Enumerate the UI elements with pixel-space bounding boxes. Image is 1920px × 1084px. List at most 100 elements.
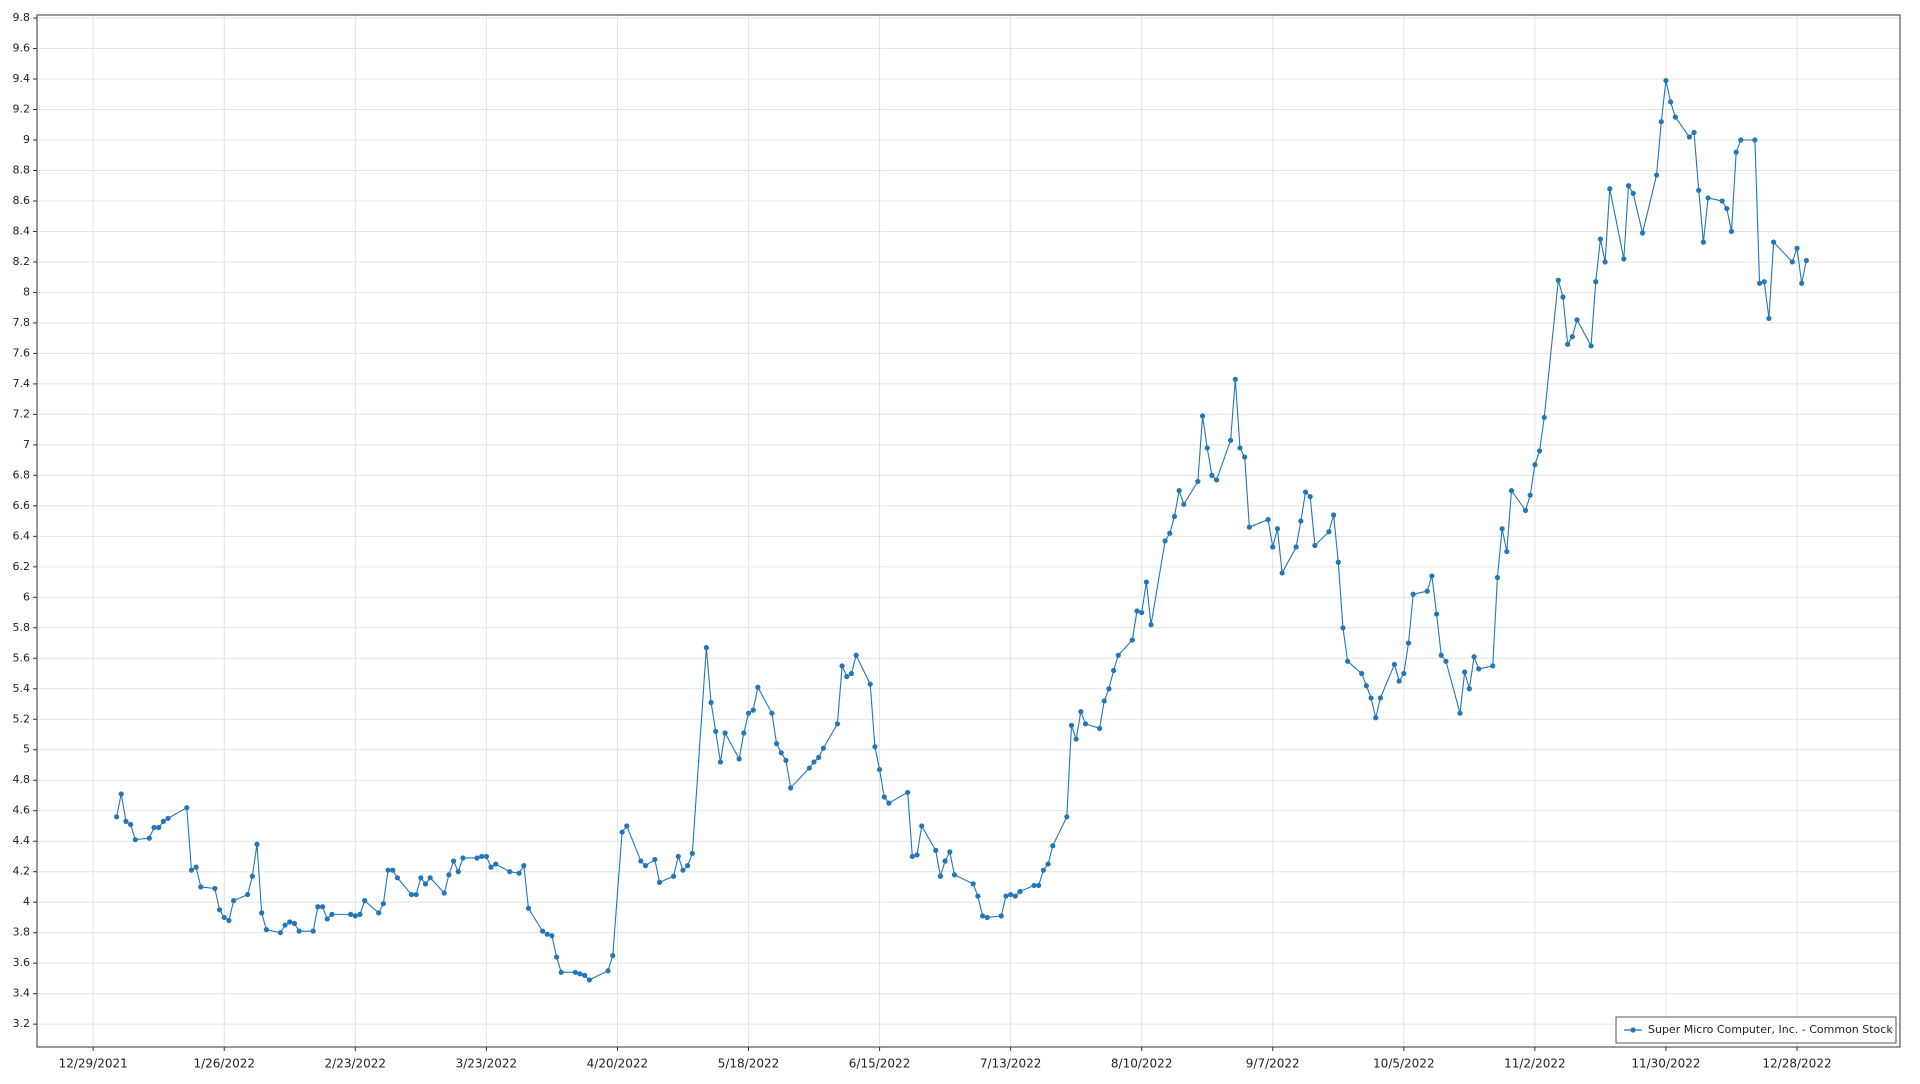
data-point: [642, 862, 649, 869]
x-tick-label: 7/13/2022: [980, 1057, 1042, 1071]
data-point: [839, 663, 845, 669]
data-point: [1279, 570, 1285, 576]
data-point: [1433, 611, 1440, 617]
data-point: [1490, 663, 1496, 669]
y-tick-label: 6.4: [13, 529, 31, 542]
data-point: [1756, 280, 1763, 286]
data-point: [1008, 891, 1014, 898]
y-tick-label: 8.2: [13, 255, 31, 268]
data-point: [553, 954, 560, 960]
y-tick-label: 3.2: [13, 1017, 31, 1030]
data-point: [357, 911, 363, 917]
data-point: [979, 913, 986, 919]
data-point: [1536, 448, 1543, 454]
data-point: [558, 969, 564, 975]
data-point: [1541, 414, 1547, 421]
data-point: [577, 971, 583, 977]
y-tick-label: 6.2: [13, 560, 31, 573]
data-point: [572, 969, 578, 975]
data-point: [1040, 867, 1046, 873]
data-point: [1724, 205, 1730, 212]
x-tick-label: 3/23/2022: [456, 1057, 518, 1071]
data-point: [1602, 259, 1608, 265]
data-point: [1733, 149, 1739, 155]
data-point: [671, 873, 677, 879]
data-point: [1162, 538, 1168, 544]
data-point: [1181, 501, 1187, 507]
data-point: [1658, 119, 1664, 125]
data-point: [188, 867, 195, 873]
data-point: [933, 847, 939, 853]
data-point: [937, 873, 944, 879]
data-point: [474, 855, 480, 861]
data-point: [1345, 658, 1351, 664]
data-point: [479, 853, 485, 860]
data-point: [1003, 893, 1009, 899]
data-point: [1209, 472, 1215, 478]
data-point: [277, 930, 284, 936]
y-tick-label: 3.4: [13, 987, 31, 1000]
data-point: [713, 728, 719, 735]
data-point: [380, 901, 386, 907]
legend-marker: [1630, 1027, 1636, 1033]
data-point: [310, 928, 316, 934]
data-point: [909, 853, 915, 860]
data-point: [1199, 413, 1206, 419]
data-point: [1143, 579, 1149, 585]
data-point: [853, 652, 859, 658]
data-point: [867, 681, 873, 687]
data-point: [1700, 239, 1707, 245]
data-point: [848, 670, 855, 677]
data-point: [1078, 709, 1084, 715]
data-point: [881, 794, 887, 800]
y-tick-label: 7.6: [13, 346, 31, 359]
data-point: [230, 898, 237, 904]
data-point: [1265, 516, 1271, 523]
data-point: [816, 754, 822, 760]
data-point: [1232, 376, 1238, 382]
y-tick-label: 5.2: [13, 712, 31, 725]
data-point: [1532, 462, 1538, 468]
data-point: [680, 867, 686, 873]
data-point: [708, 699, 714, 706]
data-point: [703, 645, 709, 651]
x-tick-label: 10/5/2022: [1373, 1057, 1435, 1071]
data-point: [455, 869, 461, 875]
data-point: [750, 707, 756, 713]
data-point: [844, 673, 850, 680]
data-point: [1494, 574, 1501, 581]
data-point: [544, 931, 550, 937]
data-point: [773, 741, 780, 747]
data-point: [1569, 334, 1575, 340]
data-point: [872, 744, 878, 750]
data-point: [296, 928, 302, 934]
data-point: [521, 862, 527, 869]
data-point: [1331, 512, 1337, 518]
data-point: [1012, 893, 1018, 899]
data-point: [408, 891, 415, 898]
y-tick-label: 6.8: [13, 468, 31, 481]
data-point: [1555, 277, 1561, 283]
data-point: [1410, 591, 1416, 597]
data-point: [1462, 669, 1468, 675]
data-point: [886, 800, 892, 806]
data-point: [1499, 526, 1505, 532]
data-point: [1668, 99, 1674, 105]
data-point: [394, 875, 401, 881]
y-tick-label: 8.6: [13, 194, 31, 207]
y-tick-label: 7.2: [13, 407, 31, 420]
data-point: [1064, 814, 1070, 820]
data-point: [1625, 183, 1632, 189]
data-point: [914, 852, 920, 858]
legend: Super Micro Computer, Inc. - Common Stoc…: [1615, 1016, 1897, 1044]
data-point: [1106, 686, 1112, 692]
data-point: [324, 916, 330, 922]
data-point: [1803, 257, 1809, 264]
data-point: [998, 913, 1004, 919]
data-point: [624, 823, 630, 829]
data-point: [1293, 544, 1299, 550]
data-point: [1799, 280, 1805, 286]
data-point: [1111, 667, 1117, 674]
data-point: [783, 757, 789, 764]
